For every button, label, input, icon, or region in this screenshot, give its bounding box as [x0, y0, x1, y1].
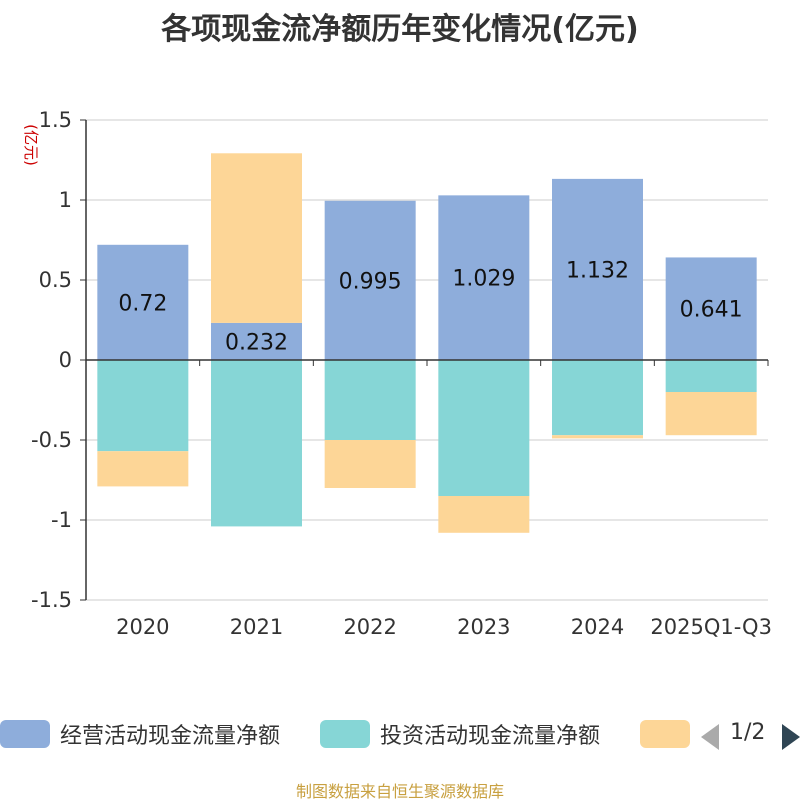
legend-item-financing[interactable]	[640, 716, 690, 752]
y-tick-label: -1	[51, 508, 72, 532]
data-label-operating-2022: 0.995	[339, 269, 402, 294]
bar-investing-2021	[211, 360, 302, 527]
x-tick-label: 2024	[571, 615, 624, 639]
data-label-operating-2024: 1.132	[566, 258, 629, 283]
bar-financing-2025Q1-Q3	[665, 392, 757, 436]
legend-next-page-icon[interactable]	[782, 724, 800, 750]
bar-investing-2024	[552, 360, 643, 436]
y-tick-label: -1.5	[31, 588, 72, 612]
bar-investing-2022	[324, 360, 416, 440]
y-tick-label: -0.5	[31, 428, 72, 452]
y-tick-label: 1	[59, 188, 72, 212]
legend-swatch-operating	[0, 720, 50, 748]
data-source-note: 制图数据来自恒生聚源数据库	[295, 782, 504, 801]
y-tick-label: 0	[59, 348, 72, 372]
chart-title: 各项现金流净额历年变化情况(亿元)	[161, 12, 639, 47]
y-tick-label: 1.5	[39, 108, 72, 132]
x-tick-label: 2023	[457, 615, 510, 639]
y-axis-unit-label: (亿元)	[22, 124, 40, 166]
bar-investing-2023	[438, 360, 530, 496]
bar-financing-2022	[324, 440, 416, 488]
legend-label-operating: 经营活动现金流量净额	[60, 724, 281, 749]
bar-operating-2023	[438, 195, 530, 360]
legend-item-operating[interactable]: 经营活动现金流量净额	[0, 716, 280, 752]
legend: 经营活动现金流量净额 投资活动现金流量净额 1/2	[0, 716, 800, 756]
x-tick-label: 2025Q1-Q3	[650, 615, 772, 639]
data-label-operating-2021: 0.232	[225, 330, 288, 355]
x-tick-label: 2020	[116, 615, 169, 639]
bar-operating-2025Q1-Q3	[665, 257, 757, 360]
legend-prev-page-icon[interactable]	[701, 724, 719, 750]
bar-operating-2024	[552, 178, 643, 360]
x-tick-label: 2021	[230, 615, 283, 639]
bar-investing-2020	[97, 360, 189, 452]
bar-financing-2021	[211, 153, 302, 323]
x-tick-label: 2022	[343, 615, 396, 639]
data-label-operating-2023: 1.029	[452, 267, 515, 292]
bar-financing-2023	[438, 496, 530, 533]
legend-swatch-financing	[640, 720, 690, 748]
legend-item-investing[interactable]: 投资活动现金流量净额	[320, 716, 600, 752]
data-label-operating-2020: 0.72	[118, 291, 167, 316]
data-label-operating-2025Q1-Q3: 0.641	[680, 298, 743, 323]
chart-plot: 1.5 1 0.5 0 -0.5 -1 -1.5 (亿元) 2020 2021 2022 2023 20…	[22, 108, 772, 639]
bar-investing-2025Q1-Q3	[665, 360, 757, 392]
bar-operating-2022	[324, 200, 416, 360]
legend-label-investing: 投资活动现金流量净额	[380, 724, 601, 749]
bar-operating-2021	[211, 322, 302, 360]
legend-page-indicator: 1/2	[730, 720, 766, 745]
bar-operating-2020	[97, 244, 189, 360]
bar-financing-2020	[97, 451, 189, 487]
legend-swatch-investing	[320, 720, 370, 748]
y-tick-label: 0.5	[39, 268, 72, 292]
bar-financing-2024	[552, 435, 643, 439]
